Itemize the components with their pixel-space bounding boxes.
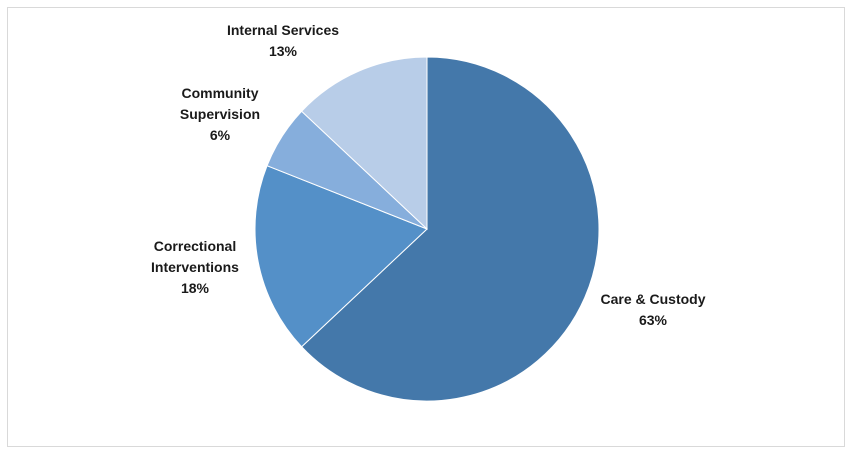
slice-value-care-custody: 63% — [638, 312, 668, 328]
label-community-supervision: Community Supervision 6% — [160, 83, 280, 146]
slice-value-community: 6% — [209, 127, 231, 143]
slice-label-correctional-line2: Interventions — [151, 259, 239, 275]
slice-label-community-line1: Community — [181, 85, 259, 101]
label-correctional-interventions: Correctional Interventions 18% — [130, 236, 260, 299]
slice-label-community-line2: Supervision — [179, 106, 261, 122]
label-internal-services: Internal Services 13% — [208, 20, 358, 62]
slice-value-internal: 13% — [268, 43, 298, 59]
slice-label-internal: Internal Services — [226, 22, 340, 38]
slice-label-care-custody: Care & Custody — [600, 291, 706, 307]
pie-slice-care-custody — [300, 56, 600, 402]
label-care-custody: Care & Custody 63% — [588, 289, 718, 331]
slice-label-correctional-line1: Correctional — [153, 238, 237, 254]
pie-slice-internal-services — [300, 56, 428, 231]
slice-value-correctional: 18% — [180, 280, 210, 296]
pie-slice-correctional-interventions — [254, 165, 428, 348]
